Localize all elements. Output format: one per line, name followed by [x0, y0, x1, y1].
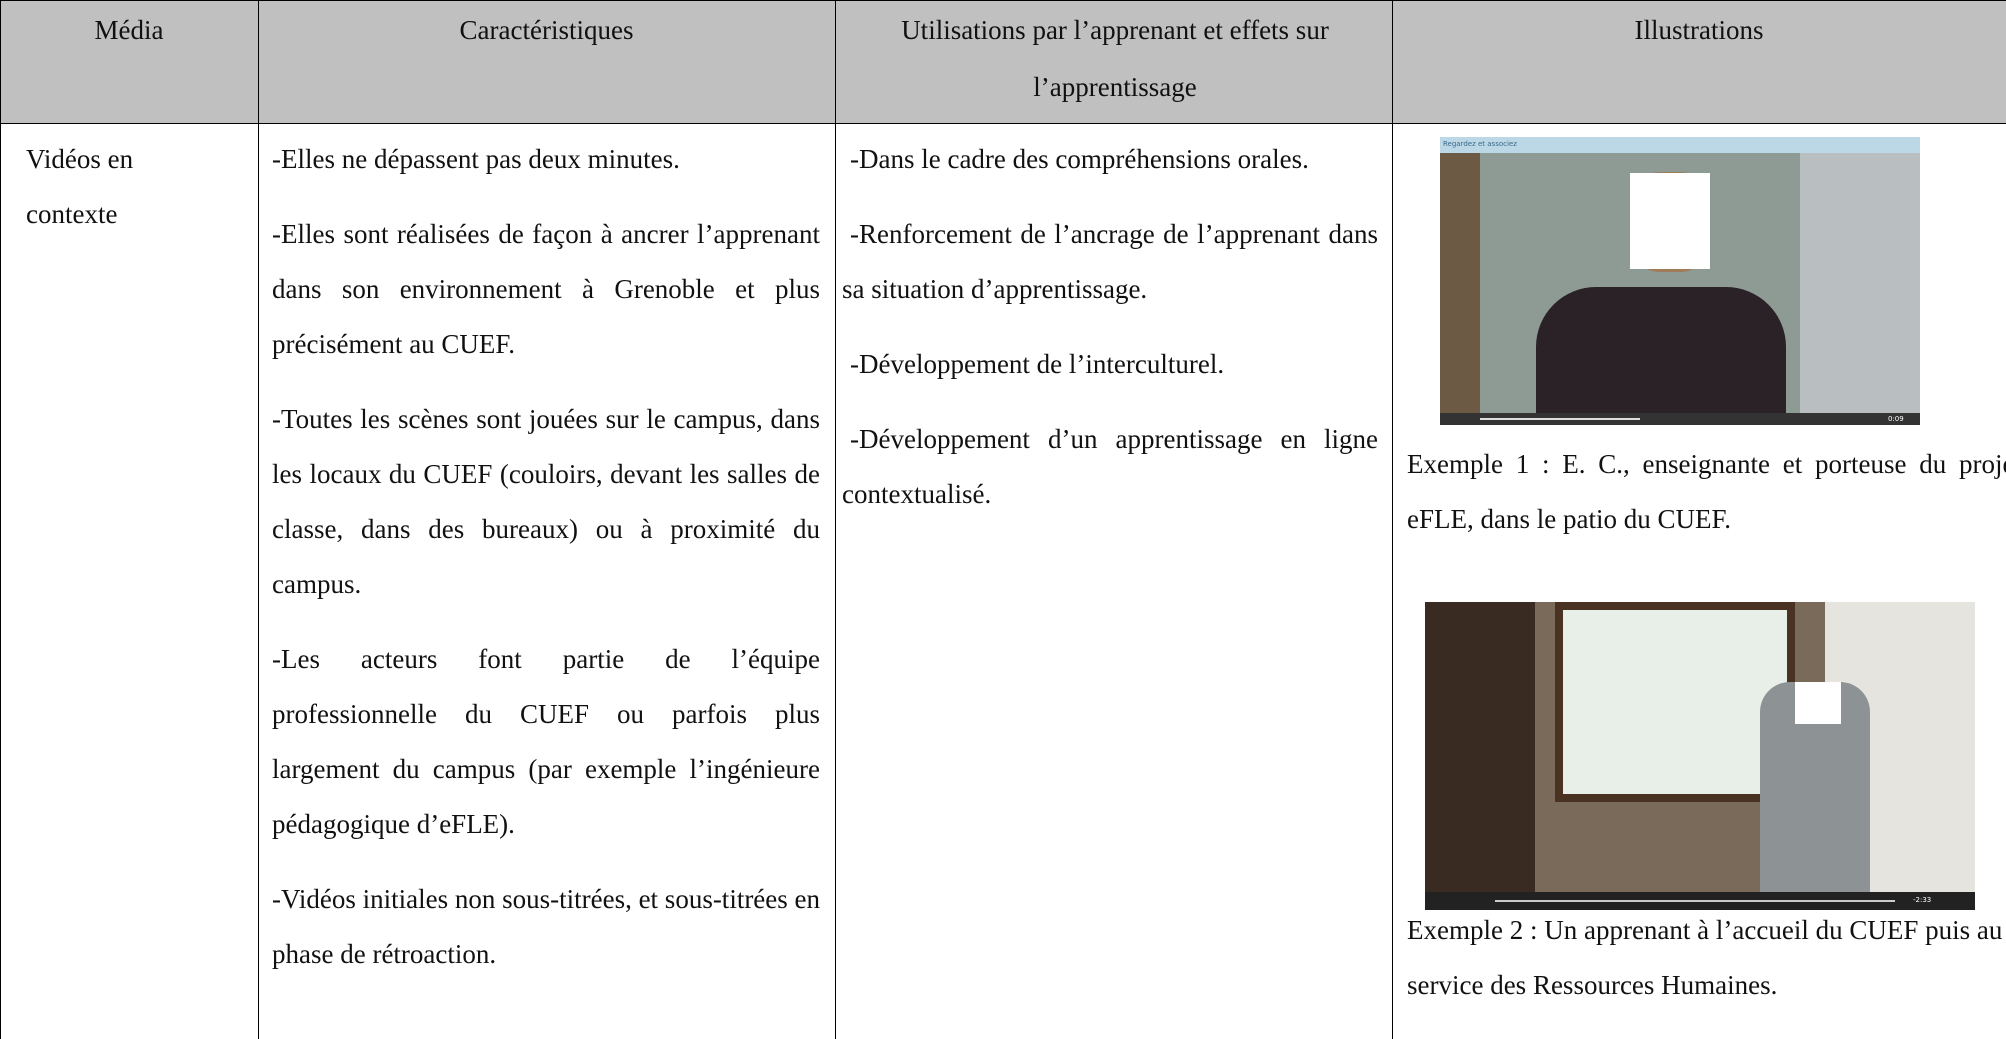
video-title: Regardez et associez	[1443, 140, 1517, 148]
header-cell: Illustrations	[1634, 15, 1764, 45]
paragraph: -Elles ne dépassent pas deux minutes.	[272, 144, 680, 174]
header-row	[0, 0, 2006, 123]
paragraph: -Développement de l’interculturel.	[850, 349, 1225, 379]
paragraph: -Toutes les scènes sont jouées sur le ca…	[272, 404, 820, 599]
video-still: -2:33	[1425, 602, 1975, 910]
caption-text: Exemple 2 : Un apprenant à l’accueil du …	[1407, 915, 2003, 1000]
header-cell: Média	[94, 15, 164, 45]
border	[1392, 0, 1393, 1039]
caption: Exemple 1 : E. C., enseignante et porteu…	[1407, 437, 2006, 547]
paragraph: -Développement d’un apprentissage en lig…	[842, 424, 1378, 509]
video-time: -2:33	[1913, 896, 1932, 904]
paragraph: -Renforcement de l’ancrage de l’apprenan…	[842, 219, 1378, 304]
video-still: Regardez et associez 0:09	[1440, 137, 1920, 425]
caption-text: Exemple 1 : E. C., enseignante et porteu…	[1407, 449, 2006, 534]
cell-media: Vidéos en contexte	[26, 144, 134, 229]
paragraph: -Vidéos initiales non sous-titrées, et s…	[272, 884, 821, 969]
border	[0, 123, 2006, 124]
header-cell: Utilisations par l’apprenant et effets s…	[901, 15, 1329, 102]
border	[835, 0, 836, 1039]
cell-characteristics: -Elles ne dépassent pas deux minutes. -E…	[272, 132, 820, 1002]
header-cell: Caractéristiques	[459, 15, 634, 45]
border	[0, 0, 2006, 1]
video-time: 0:09	[1888, 415, 1904, 423]
paragraph: -Dans le cadre des compréhensions orales…	[850, 144, 1309, 174]
cell-uses: -Dans le cadre des compréhensions orales…	[842, 132, 1378, 542]
caption: Exemple 2 : Un apprenant à l’accueil du …	[1407, 903, 2006, 1013]
paragraph: -Les acteurs font partie de l’équipe pro…	[272, 644, 820, 839]
paragraph: -Elles sont réalisées de façon à ancrer …	[272, 219, 820, 359]
border	[258, 0, 259, 1039]
border	[0, 0, 1, 1039]
